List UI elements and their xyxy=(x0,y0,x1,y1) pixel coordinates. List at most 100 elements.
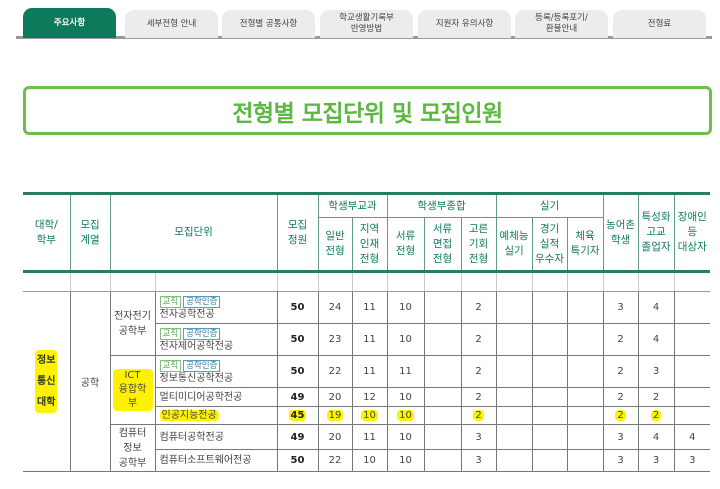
value-cell: 10 xyxy=(386,424,425,450)
table-row: 컴퓨터소프트웨어전공 50 22 10 10 3 3 3 3 xyxy=(23,449,711,472)
value-cell: 4 xyxy=(637,291,675,324)
value-cell: 11 xyxy=(386,355,425,388)
value-cell xyxy=(423,323,462,356)
table-row: 인공지능전공 45 19 10 10 2 2 2 xyxy=(23,406,711,425)
value-cell: 2 xyxy=(602,406,639,425)
value-cell xyxy=(531,291,568,324)
value-cell: 20 xyxy=(317,424,353,450)
value-cell xyxy=(531,406,568,425)
value-cell: 2 xyxy=(602,387,639,407)
value-cell: 3 xyxy=(602,449,639,472)
value: 10 xyxy=(361,410,378,421)
tab-0[interactable]: 주요사항 xyxy=(23,8,116,38)
tab-5[interactable]: 등록/등록포기/ 환불안내 xyxy=(515,10,608,38)
value-cell xyxy=(531,449,568,472)
value-cell: 20 xyxy=(317,387,353,407)
value-cell: 12 xyxy=(351,387,388,407)
tab-4[interactable]: 지원자 유의사항 xyxy=(418,10,511,38)
value-cell xyxy=(423,424,462,450)
value-cell: 50 xyxy=(276,449,319,472)
value-cell xyxy=(531,323,568,356)
value-cell: 2 xyxy=(637,406,675,425)
value: 2 xyxy=(473,410,484,421)
table-row: ICT 융합학부 교직 공학인증 정보통신공학전공 50 22 11 11 2 2 3 xyxy=(23,355,711,425)
subheader-g3-2: 체육 특기자 xyxy=(566,217,604,272)
major-cell: 교직 공학인증 전자공학전공 xyxy=(154,291,278,324)
value-cell xyxy=(566,291,604,324)
value-cell: 50 xyxy=(276,291,319,324)
tab-3[interactable]: 학교생활기록부 반영방법 xyxy=(320,10,413,38)
value-cell: 10 xyxy=(386,449,425,472)
value-cell: 23 xyxy=(317,323,353,356)
value-cell: 50 xyxy=(276,323,319,356)
badge-engineering-cert: 공학인증 xyxy=(183,327,221,340)
dept-name: ICT 융합학부 xyxy=(112,369,153,411)
value-cell xyxy=(423,449,462,472)
badge-engineering-cert: 공학인증 xyxy=(183,359,221,372)
table-row: 컴퓨터 정보 공학부 컴퓨터공학전공 49 20 11 10 3 3 4 4 xyxy=(23,424,711,472)
value-cell xyxy=(531,355,568,388)
tab-2[interactable]: 전형별 공통사항 xyxy=(222,10,315,38)
major-cell: 멀티미디어공학전공 xyxy=(155,387,278,407)
tab-6[interactable]: 전형료 xyxy=(613,10,706,38)
badge-teaching: 교직 xyxy=(159,295,182,308)
value-cell xyxy=(566,355,604,388)
major-name: 인공지능전공 xyxy=(159,410,219,421)
value-cell: 3 xyxy=(637,449,675,472)
badge-engineering-cert: 공학인증 xyxy=(183,295,221,308)
major-cell: 교직 공학인증 정보통신공학전공 xyxy=(154,355,278,388)
value: 10 xyxy=(397,410,414,421)
value-cell: 49 xyxy=(276,387,319,407)
major-name: 컴퓨터공학전공 xyxy=(159,431,224,443)
value-cell xyxy=(423,406,462,425)
value-cell: 22 xyxy=(317,449,353,472)
tab-1[interactable]: 세부전형 안내 xyxy=(125,10,218,38)
value-cell xyxy=(423,291,462,324)
value-cell: 10 xyxy=(351,406,388,425)
value-cell: 2 xyxy=(460,323,497,356)
subheader-g2-2: 고른 기회 전형 xyxy=(460,217,497,272)
value-cell xyxy=(423,387,462,407)
value-cell xyxy=(495,424,533,450)
value-cell: 3 xyxy=(673,449,711,472)
value-cell: 3 xyxy=(602,424,639,450)
value-cell xyxy=(673,291,711,324)
value-cell: 50 xyxy=(276,355,319,388)
header-rural: 농어촌 학생 xyxy=(602,193,639,272)
header-unit: 모집단위 xyxy=(109,193,278,272)
subheader-g3-0: 예체능 실기 xyxy=(495,217,533,272)
value-cell xyxy=(566,387,604,407)
major-name: 전자제어공학전공 xyxy=(159,340,234,352)
value-cell xyxy=(495,387,533,407)
dept-cell: 컴퓨터 정보 공학부 xyxy=(110,424,156,472)
admission-table: 대학/ 학부 모집 계열 모집단위 모집 정원 학생부교과 학생부종합 실기 농… xyxy=(23,192,711,472)
value-cell: 24 xyxy=(317,291,353,324)
value: 2 xyxy=(650,410,662,421)
value-cell: 10 xyxy=(386,323,425,356)
value-cell: 4 xyxy=(673,424,711,450)
college-cell: 정보 통신 대학 xyxy=(23,291,71,472)
badge-teaching: 교직 xyxy=(159,359,182,372)
header-group-practical: 실기 xyxy=(495,193,604,218)
major-name: 정보통신공학전공 xyxy=(159,372,234,384)
value-cell: 3 xyxy=(602,291,639,324)
value-cell: 19 xyxy=(317,406,353,425)
value-cell xyxy=(566,406,604,425)
value-cell: 11 xyxy=(351,323,388,356)
value-cell xyxy=(495,406,533,425)
dept-cell: ICT 융합학부 xyxy=(110,355,156,425)
major-cell: 인공지능전공 xyxy=(155,406,278,425)
value-cell: 10 xyxy=(386,387,425,407)
value-cell: 3 xyxy=(460,449,497,472)
major-name: 멀티미디어공학전공 xyxy=(159,391,243,403)
value-cell: 3 xyxy=(637,355,675,388)
major-name: 전자공학전공 xyxy=(159,308,215,320)
table-row: 멀티미디어공학전공 49 20 12 10 2 2 2 xyxy=(23,387,711,407)
value-cell: 2 xyxy=(460,387,497,407)
page-title: 전형별 모집단위 및 모집인원 xyxy=(232,100,503,127)
major-name: 컴퓨터소프트웨어전공 xyxy=(159,455,252,466)
table-row: 교직 공학인증 전자제어공학전공 50 23 11 10 2 2 4 xyxy=(23,323,711,356)
major-cell: 컴퓨터공학전공 xyxy=(154,424,278,450)
header-disabled: 장애인 등 대상자 xyxy=(673,193,711,272)
subheader-g3-1: 경기 실적 우수자 xyxy=(531,217,568,272)
